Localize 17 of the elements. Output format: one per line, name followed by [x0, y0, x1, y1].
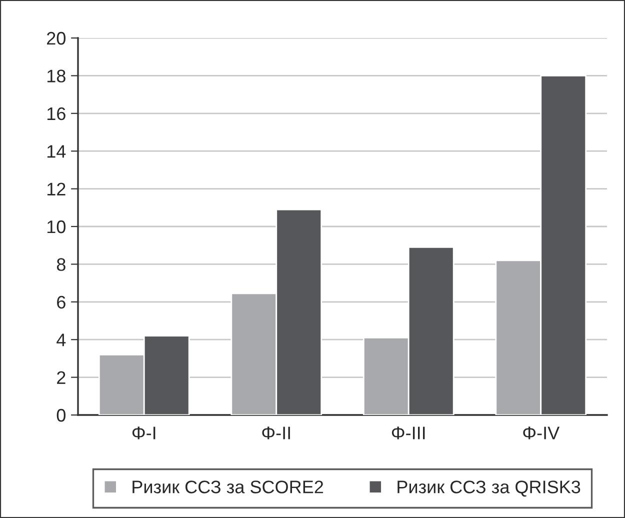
x-tick-label: Φ-IV	[523, 426, 560, 440]
x-tick-label: Φ-III	[392, 426, 425, 440]
y-tick-label: 8	[56, 258, 66, 271]
legend-label: Ризик ССЗ за QRISK3	[398, 480, 580, 497]
y-tick-label: 0	[56, 408, 66, 422]
y-tick-label: 18	[47, 70, 66, 82]
y-tick-label: 6	[57, 296, 66, 309]
legend-label: Ризик ССЗ за SCORE2	[132, 480, 324, 494]
y-tick-label: 4	[56, 334, 66, 346]
y-tick-label: 12	[47, 182, 66, 196]
y-tick-label: 2	[57, 371, 66, 384]
y-tick-label: 16	[47, 107, 66, 120]
y-tick-label: 10	[47, 220, 66, 234]
y-tick-label: 14	[47, 145, 66, 158]
x-tick-label: Φ-II	[262, 426, 290, 440]
x-tick-label: Φ-I	[132, 426, 156, 440]
y-tick-label: 20	[47, 32, 66, 45]
